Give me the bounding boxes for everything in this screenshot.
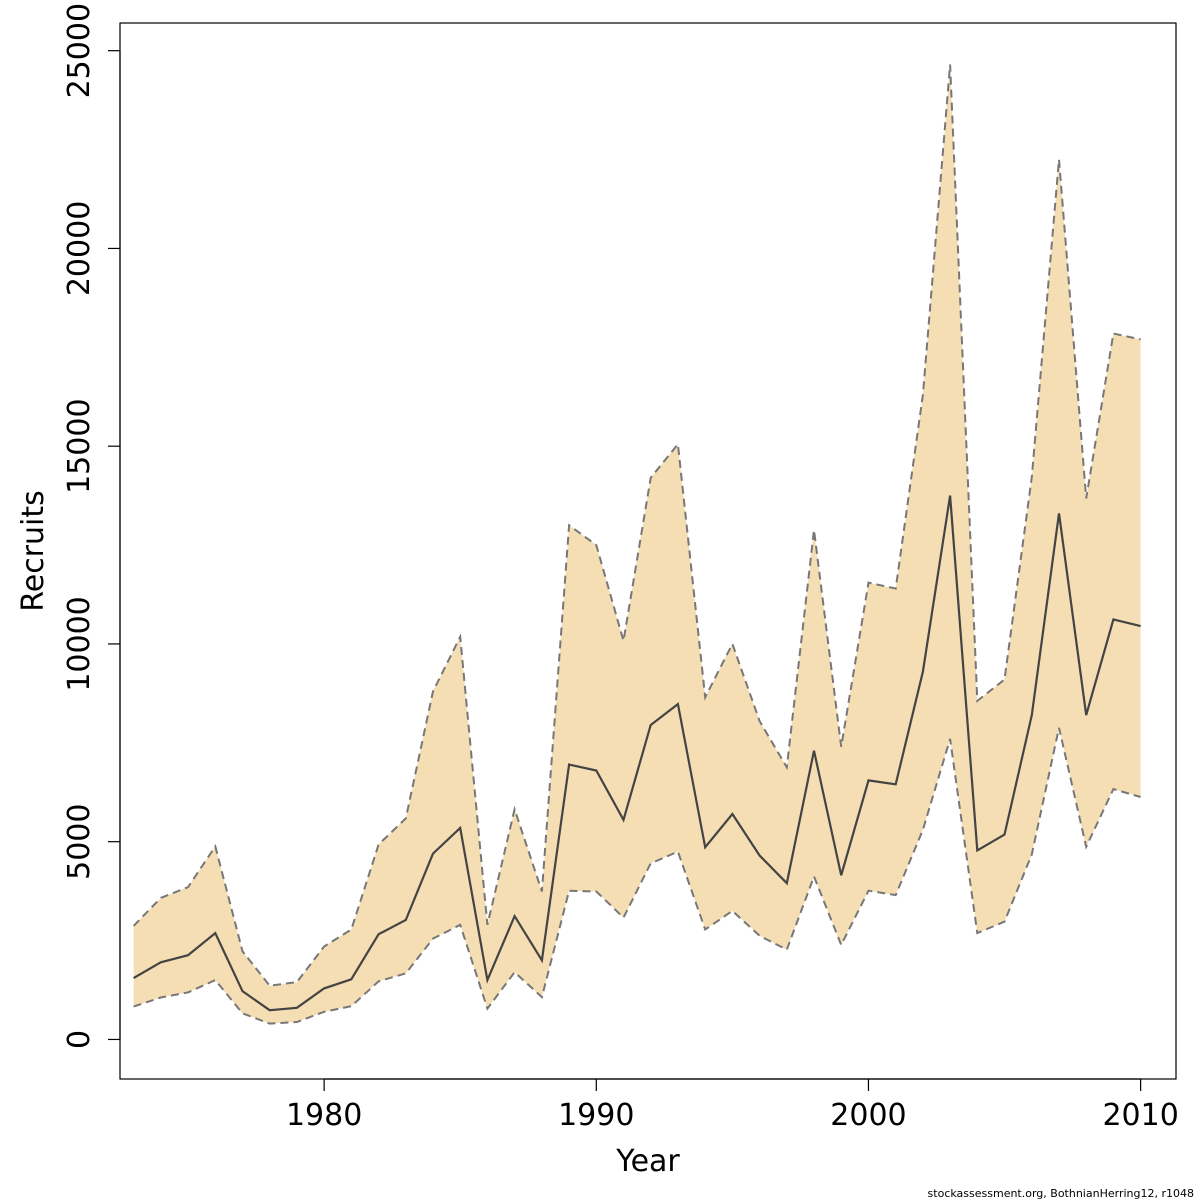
y-tick-label: 15000 bbox=[62, 398, 97, 493]
y-tick-label: 10000 bbox=[62, 596, 97, 691]
y-tick-label: 20000 bbox=[62, 201, 97, 296]
x-tick-label: 2000 bbox=[830, 1098, 906, 1133]
y-tick-label: 5000 bbox=[62, 804, 97, 880]
lower-bound-line bbox=[133, 727, 1141, 1025]
upper-bound-line bbox=[132, 64, 1141, 987]
x-tick-label: 1980 bbox=[286, 1098, 362, 1133]
recruits-estimate-line bbox=[133, 495, 1141, 1012]
y-axis: 0 5000 10000 15000 20000 25000 bbox=[62, 3, 121, 1049]
confidence-band bbox=[133, 64, 1141, 1024]
y-tick-label: 0 bbox=[62, 1030, 97, 1049]
x-axis-title: Year bbox=[615, 1144, 680, 1179]
x-tick-label: 1990 bbox=[558, 1098, 634, 1133]
y-tick-label: 25000 bbox=[62, 3, 97, 98]
x-axis: 1980 1990 2000 2010 bbox=[286, 1078, 1179, 1133]
footnote: stockassessment.org, BothnianHerring12, … bbox=[928, 1187, 1194, 1200]
x-tick-label: 2010 bbox=[1102, 1098, 1178, 1133]
y-axis-title: Recruits bbox=[16, 490, 51, 612]
